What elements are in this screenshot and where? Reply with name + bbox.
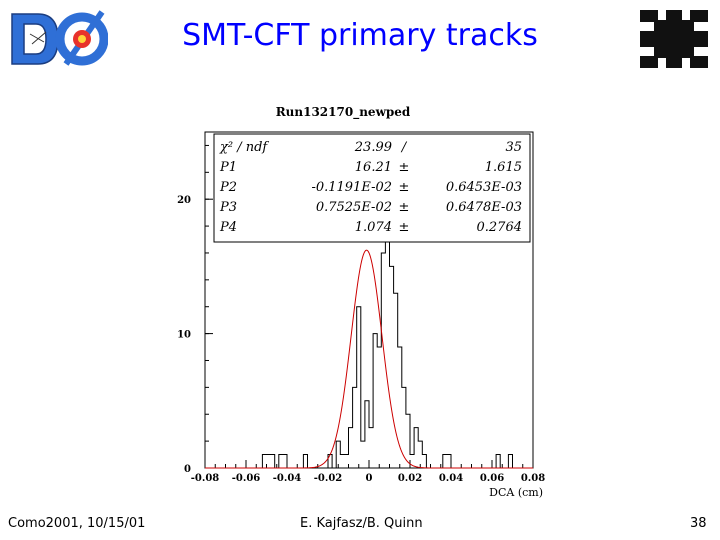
histogram-bin: [361, 441, 365, 468]
histogram-bin: [496, 455, 500, 468]
fermilab-logo: [640, 10, 708, 68]
histogram-bin: [344, 455, 348, 468]
stat-error: 35: [505, 140, 522, 155]
histogram-bin: [349, 428, 353, 468]
histogram-bin: [394, 293, 398, 468]
x-axis: -0.08 -0.06 -0.04 -0.02 0 0.02 0.04 0.06 0.08: [191, 460, 545, 484]
stat-name: χ² / ndf: [219, 140, 269, 155]
y-tick-label: 10: [177, 330, 191, 341]
stat-name: P4: [219, 220, 237, 235]
stat-separator: ±: [399, 160, 410, 175]
histogram-bin: [283, 455, 287, 468]
histogram-bin: [414, 428, 418, 468]
histogram-bin: [385, 240, 389, 468]
histogram-bin: [353, 387, 357, 468]
histogram-bin: [336, 441, 340, 468]
stat-value: 23.99: [354, 140, 392, 155]
fit-curve: [205, 249, 533, 469]
histogram-bin: [365, 401, 369, 468]
stat-name: P3: [219, 200, 237, 215]
footer-conference: Como2001, 10/15/01: [8, 516, 146, 531]
x-tick-label: 0.06: [480, 473, 504, 484]
histogram-bin: [303, 455, 307, 468]
x-tick-label: -0.08: [191, 473, 220, 484]
x-tick-label: -0.04: [273, 473, 302, 484]
stat-separator: ±: [399, 220, 410, 235]
footer-page-number: 38: [690, 516, 707, 531]
stat-name: P1: [219, 160, 237, 175]
d0-logo: [11, 10, 108, 66]
histogram-bin: [508, 455, 512, 468]
chart-title: Run132170_newped: [276, 105, 411, 120]
x-tick-label: 0.02: [398, 473, 422, 484]
x-tick-label: -0.02: [314, 473, 343, 484]
stat-value: 0.7525E-02: [316, 200, 392, 215]
stat-separator: ±: [399, 180, 410, 195]
histogram-bin: [373, 334, 377, 468]
histogram-bin: [390, 266, 394, 468]
y-tick-label: 0: [184, 464, 191, 475]
histogram-bin: [279, 455, 283, 468]
histogram-bin: [422, 455, 426, 468]
x-tick-label: -0.06: [232, 473, 261, 484]
histogram-bin: [443, 455, 447, 468]
stat-error: 0.6453E-03: [446, 180, 522, 195]
histogram-bin: [357, 307, 361, 468]
histogram-bin: [447, 455, 451, 468]
footer-authors: E. Kajfasz/B. Quinn: [300, 516, 423, 531]
histogram-bin: [267, 455, 271, 468]
stat-separator: ±: [399, 200, 410, 215]
stat-name: P2: [219, 180, 237, 195]
histogram-bin: [262, 455, 266, 468]
histogram-bin: [369, 428, 373, 468]
y-axis: 0 10 20: [177, 144, 213, 475]
histogram-bin: [377, 347, 381, 468]
histogram-bin: [271, 455, 275, 468]
stat-value: 16.21: [355, 160, 392, 175]
stat-value: -0.1191E-02: [311, 180, 392, 195]
x-tick-label: 0: [366, 473, 373, 484]
fit-stats-box: χ² / ndf 23.99 / 35 P1 16.21 ±1.615 P2 -0.1191E-…: [213, 133, 531, 243]
stat-separator: /: [400, 140, 408, 155]
histogram-bars: [205, 239, 533, 469]
stat-error: 1.615: [485, 160, 522, 175]
histogram-outline: [205, 239, 533, 469]
histogram-bin: [418, 441, 422, 468]
y-tick-label: 20: [177, 195, 191, 206]
stat-value: 1.074: [355, 220, 392, 235]
x-tick-label: 0.08: [521, 473, 545, 484]
slide-title: SMT-CFT primary tracks: [182, 18, 538, 53]
x-tick-label: 0.04: [439, 473, 463, 484]
histogram-bin: [340, 455, 344, 468]
x-axis-label: DCA (cm): [489, 486, 543, 499]
stat-error: 0.6478E-03: [446, 200, 522, 215]
stat-error: 0.2764: [477, 220, 523, 235]
